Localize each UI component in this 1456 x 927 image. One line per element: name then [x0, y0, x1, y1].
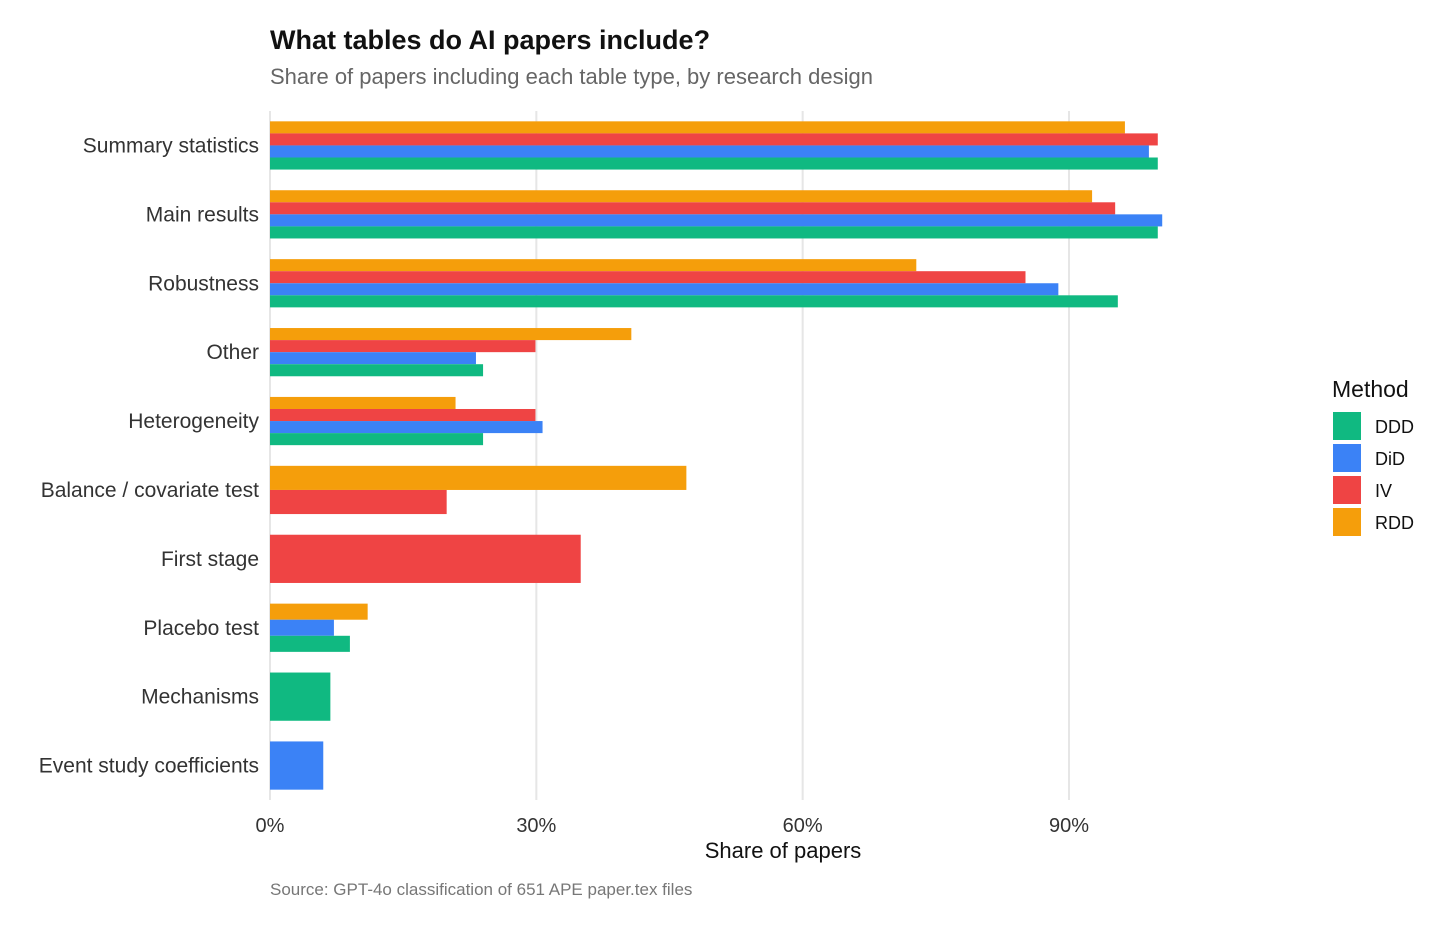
bar-did-other [270, 352, 476, 365]
legend-swatch-iv [1333, 476, 1361, 504]
legend-swatch-rdd [1333, 508, 1361, 536]
bar-rdd-robustness [270, 259, 917, 272]
bar-iv-robustness [270, 271, 1026, 284]
bar-ddd-placebo-test [270, 635, 350, 652]
bar-did-main-results [270, 214, 1163, 227]
bar-iv-balance-covariate-test [270, 489, 447, 515]
bar-did-placebo-test [270, 619, 334, 636]
legend-label-ddd: DDD [1375, 417, 1414, 437]
category-label: Balance / covariate test [41, 479, 259, 502]
bar-rdd-summary-statistics [270, 121, 1125, 134]
legend-title: Method [1332, 376, 1409, 402]
category-label: Heterogeneity [128, 410, 259, 433]
legend: Method DDD DiD IV RDD [1332, 376, 1414, 536]
bar-ddd-summary-statistics [270, 157, 1158, 170]
legend-label-iv: IV [1375, 481, 1392, 501]
bar-iv-summary-statistics [270, 133, 1158, 146]
x-tick-label: 90% [1049, 815, 1089, 837]
bar-ddd-mechanisms [270, 672, 331, 721]
x-tick-label: 30% [516, 815, 556, 837]
category-labels: Summary statistics Main results Robustness… [39, 134, 260, 777]
bar-rdd-placebo-test [270, 603, 368, 620]
category-label: Event study coefficients [39, 755, 259, 778]
chart-title: What tables do AI papers include? [270, 25, 710, 55]
bar-iv-first-stage [270, 534, 581, 583]
x-tick-label: 60% [783, 815, 823, 837]
bar-ddd-robustness [270, 295, 1118, 308]
legend-label-rdd: RDD [1375, 513, 1414, 533]
bar-rdd-balance-covariate-test [270, 465, 687, 490]
bar-iv-main-results [270, 202, 1116, 215]
bar-ddd-heterogeneity [270, 433, 484, 446]
chart-subtitle: Share of papers including each table typ… [270, 64, 873, 89]
bar-rdd-other [270, 328, 632, 341]
legend-label-did: DiD [1375, 449, 1405, 469]
chart-caption: Source: GPT-4o classification of 651 APE… [270, 880, 692, 899]
bar-did-robustness [270, 283, 1059, 296]
category-label: Other [206, 341, 259, 364]
category-label: Main results [146, 203, 259, 226]
bar-rdd-heterogeneity [270, 396, 456, 409]
bar-iv-heterogeneity [270, 408, 536, 422]
x-axis-title: Share of papers [705, 838, 862, 863]
bar-ddd-main-results [270, 226, 1158, 239]
legend-swatch-ddd [1333, 412, 1361, 440]
bar-ddd-other [270, 364, 484, 377]
category-label: Mechanisms [141, 686, 259, 709]
x-tick-labels: 0% 30% 60% 90% [256, 815, 1090, 837]
bars [270, 121, 1163, 790]
bar-iv-other [270, 340, 536, 353]
bar-did-heterogeneity [270, 421, 543, 434]
legend-swatch-did [1333, 444, 1361, 472]
x-tick-label: 0% [256, 815, 285, 837]
category-label: Robustness [148, 272, 259, 295]
category-label: Placebo test [143, 617, 259, 640]
category-label: First stage [161, 548, 259, 571]
bar-rdd-main-results [270, 190, 1093, 203]
bar-did-summary-statistics [270, 145, 1149, 158]
bar-did-event-study-coefficients [270, 741, 324, 790]
category-label: Summary statistics [83, 134, 259, 157]
